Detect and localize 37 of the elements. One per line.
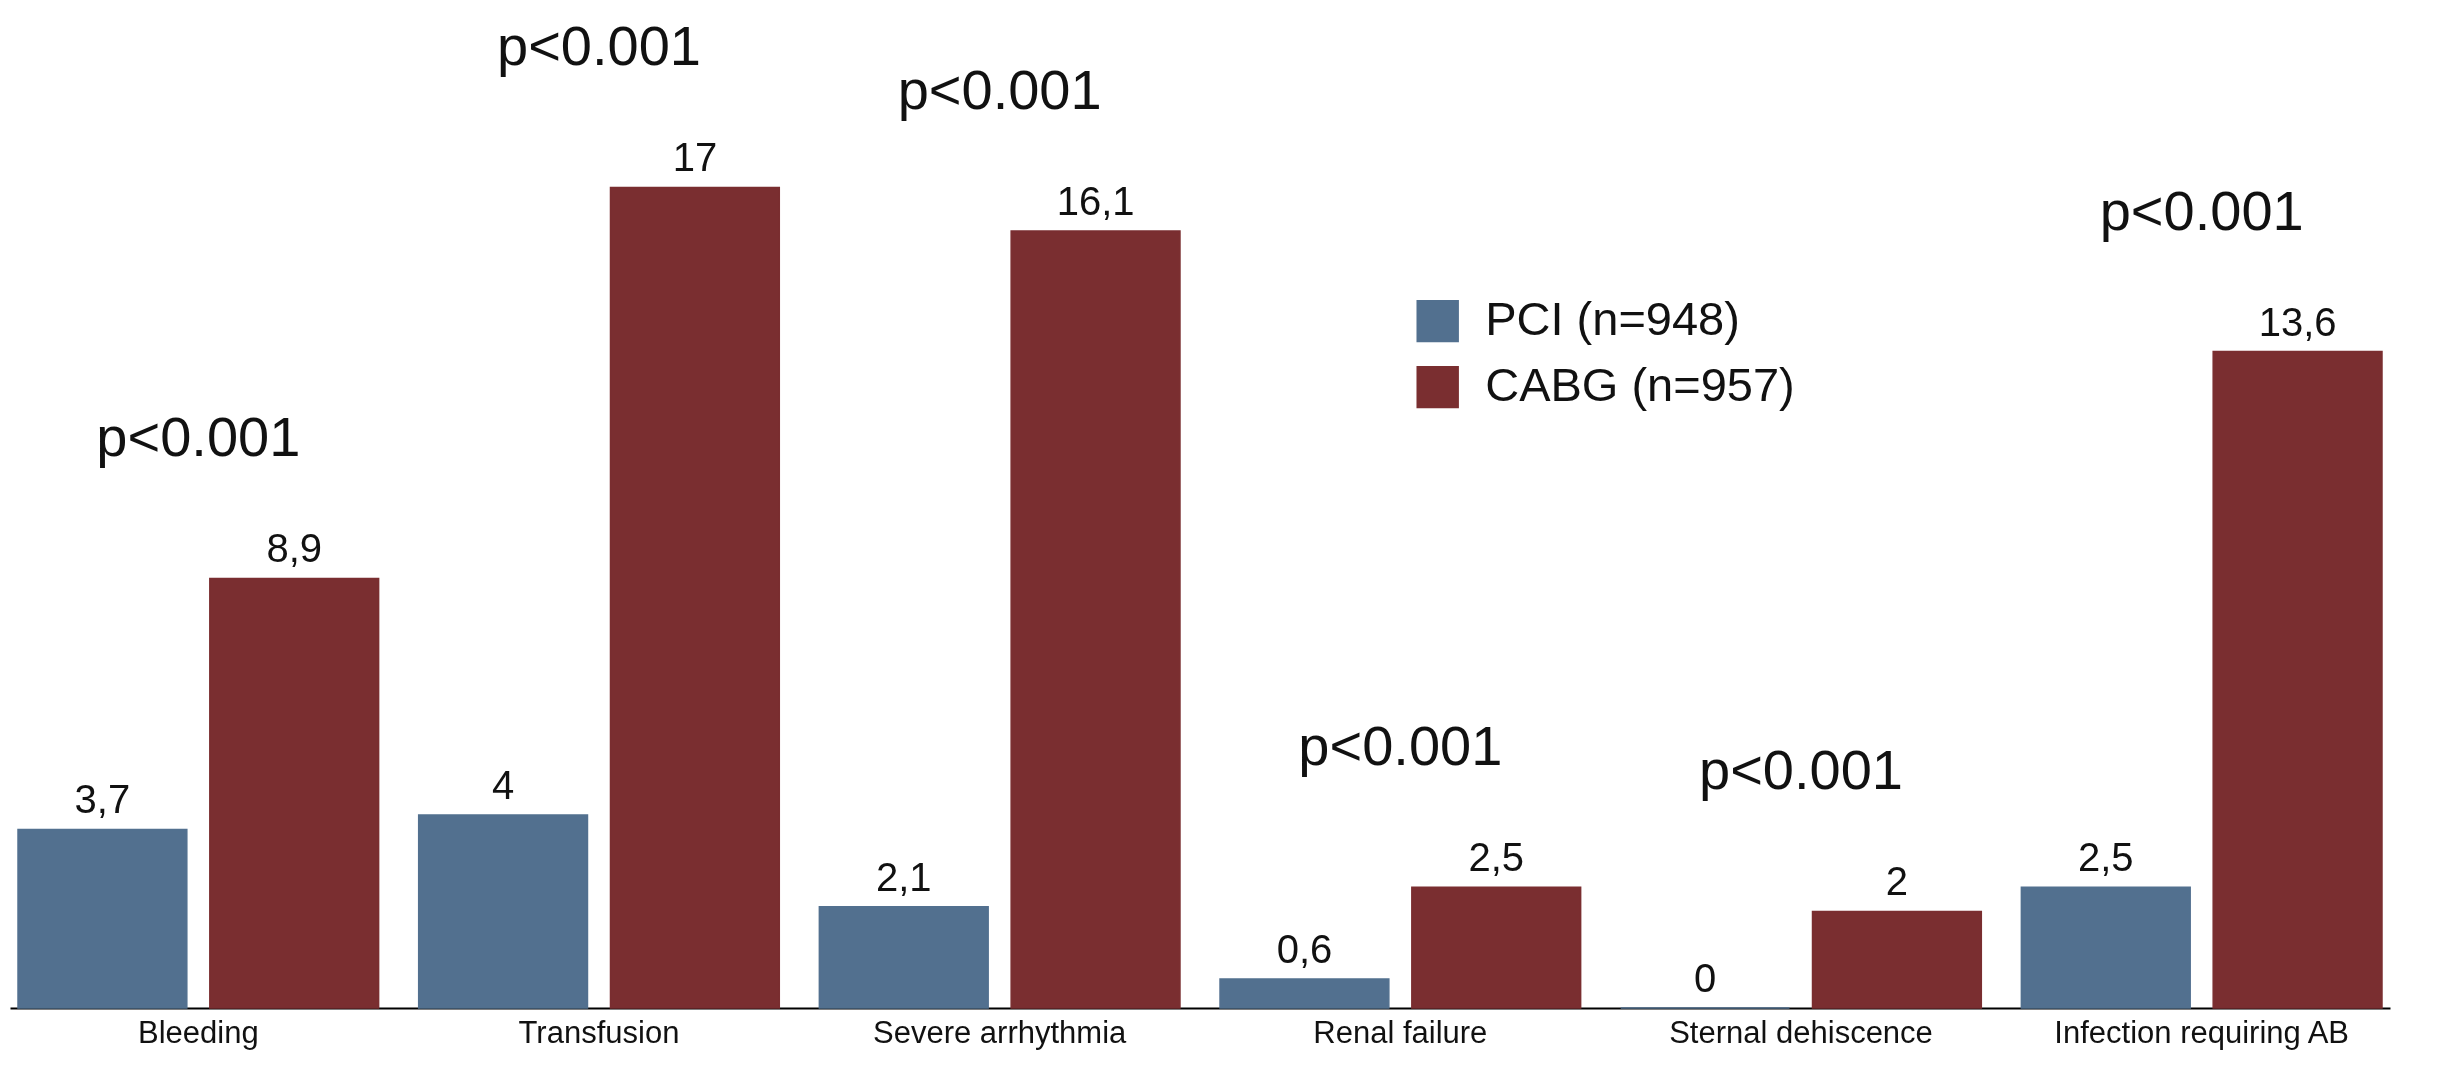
data-label: 2,5 (2077, 835, 2134, 880)
bar (818, 905, 989, 1009)
data-label: 4 (491, 762, 515, 807)
x-tick-label: Severe arrhythmia (873, 1014, 1128, 1050)
data-label: 2 (1885, 859, 1909, 904)
bar (2212, 350, 2383, 1009)
data-label: 17 (672, 135, 718, 180)
annotation: p<0.001 (1699, 738, 1903, 802)
x-tick-label: Bleeding (137, 1014, 259, 1050)
data-label: 0 (1693, 956, 1717, 1000)
annotation: p<0.001 (2099, 178, 2304, 242)
bar (2020, 886, 2191, 1009)
bar (609, 186, 781, 1009)
data-label: 8,9 (266, 526, 323, 571)
bar (209, 577, 380, 1009)
data-label: 2,5 (1468, 835, 1525, 880)
text: p<0.001 (497, 14, 701, 78)
x-tick-label: Renal failure (1313, 1014, 1488, 1050)
data-label: 13,6 (2258, 299, 2337, 344)
annotation: p<0.001 (96, 405, 301, 469)
bar (1219, 978, 1390, 1009)
data-label: 3,7 (74, 777, 131, 822)
bar (17, 828, 188, 1009)
annotation: p<0.001 (1298, 714, 1503, 778)
legend-label: CABG (n=957) (1485, 358, 1795, 412)
bar (1010, 230, 1181, 1009)
x-tick-label: Transfusion (518, 1014, 680, 1050)
bar (417, 814, 589, 1009)
data-label: 16,1 (1056, 178, 1135, 223)
x-tick-label: Infection requiring AB (2054, 1014, 2350, 1050)
x-tick-label: Sternal dehiscence (1669, 1014, 1933, 1050)
data-label: 0,6 (1276, 927, 1333, 972)
data-label: 2,1 (875, 854, 932, 899)
bar (1811, 910, 1983, 1009)
text: p<0.001 (897, 57, 1102, 121)
bar (1411, 886, 1582, 1009)
legend-label: PCI (n=948) (1485, 292, 1740, 346)
